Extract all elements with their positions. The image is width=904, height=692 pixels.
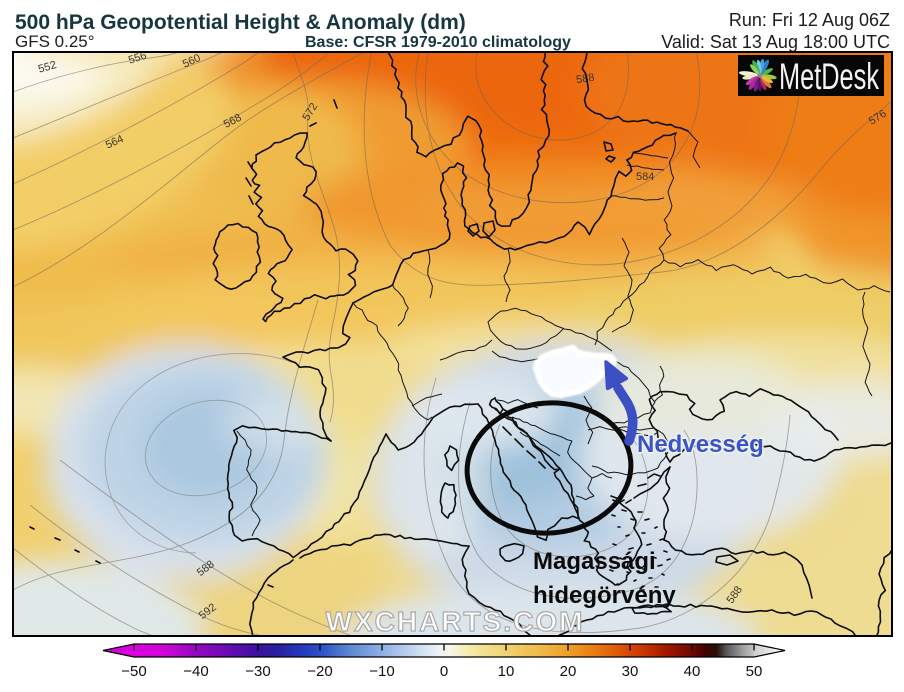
svg-text:Magassági: Magassági xyxy=(533,548,656,575)
svg-text:0: 0 xyxy=(440,663,448,680)
svg-text:−50: −50 xyxy=(121,663,146,680)
svg-text:10: 10 xyxy=(498,663,515,680)
svg-text:50: 50 xyxy=(746,663,763,680)
svg-text:500 hPa Geopotential Height &: 500 hPa Geopotential Height & Anomaly (d… xyxy=(15,11,466,34)
svg-text:WXCHARTS.COM: WXCHARTS.COM xyxy=(326,606,585,637)
svg-text:GFS 0.25°: GFS 0.25° xyxy=(15,32,95,51)
svg-text:552: 552 xyxy=(37,59,58,76)
svg-text:hidegörvény: hidegörvény xyxy=(533,582,676,609)
svg-text:584: 584 xyxy=(636,171,654,183)
svg-text:Nedvesség: Nedvesség xyxy=(637,431,764,458)
svg-text:Base: CFSR 1979-2010 climatolo: Base: CFSR 1979-2010 climatology xyxy=(305,34,571,51)
svg-text:20: 20 xyxy=(560,663,577,680)
svg-text:588: 588 xyxy=(575,72,595,86)
svg-text:40: 40 xyxy=(684,663,701,680)
svg-text:−20: −20 xyxy=(307,663,332,680)
svg-text:MetDesk: MetDesk xyxy=(779,56,879,97)
svg-text:Run: Fri 12 Aug 06Z: Run: Fri 12 Aug 06Z xyxy=(729,10,890,30)
svg-text:−30: −30 xyxy=(245,663,270,680)
svg-text:Valid: Sat 13 Aug 18:00 UTC: Valid: Sat 13 Aug 18:00 UTC xyxy=(661,32,890,52)
svg-text:−40: −40 xyxy=(183,663,208,680)
svg-text:30: 30 xyxy=(622,663,639,680)
svg-text:−10: −10 xyxy=(369,663,394,680)
